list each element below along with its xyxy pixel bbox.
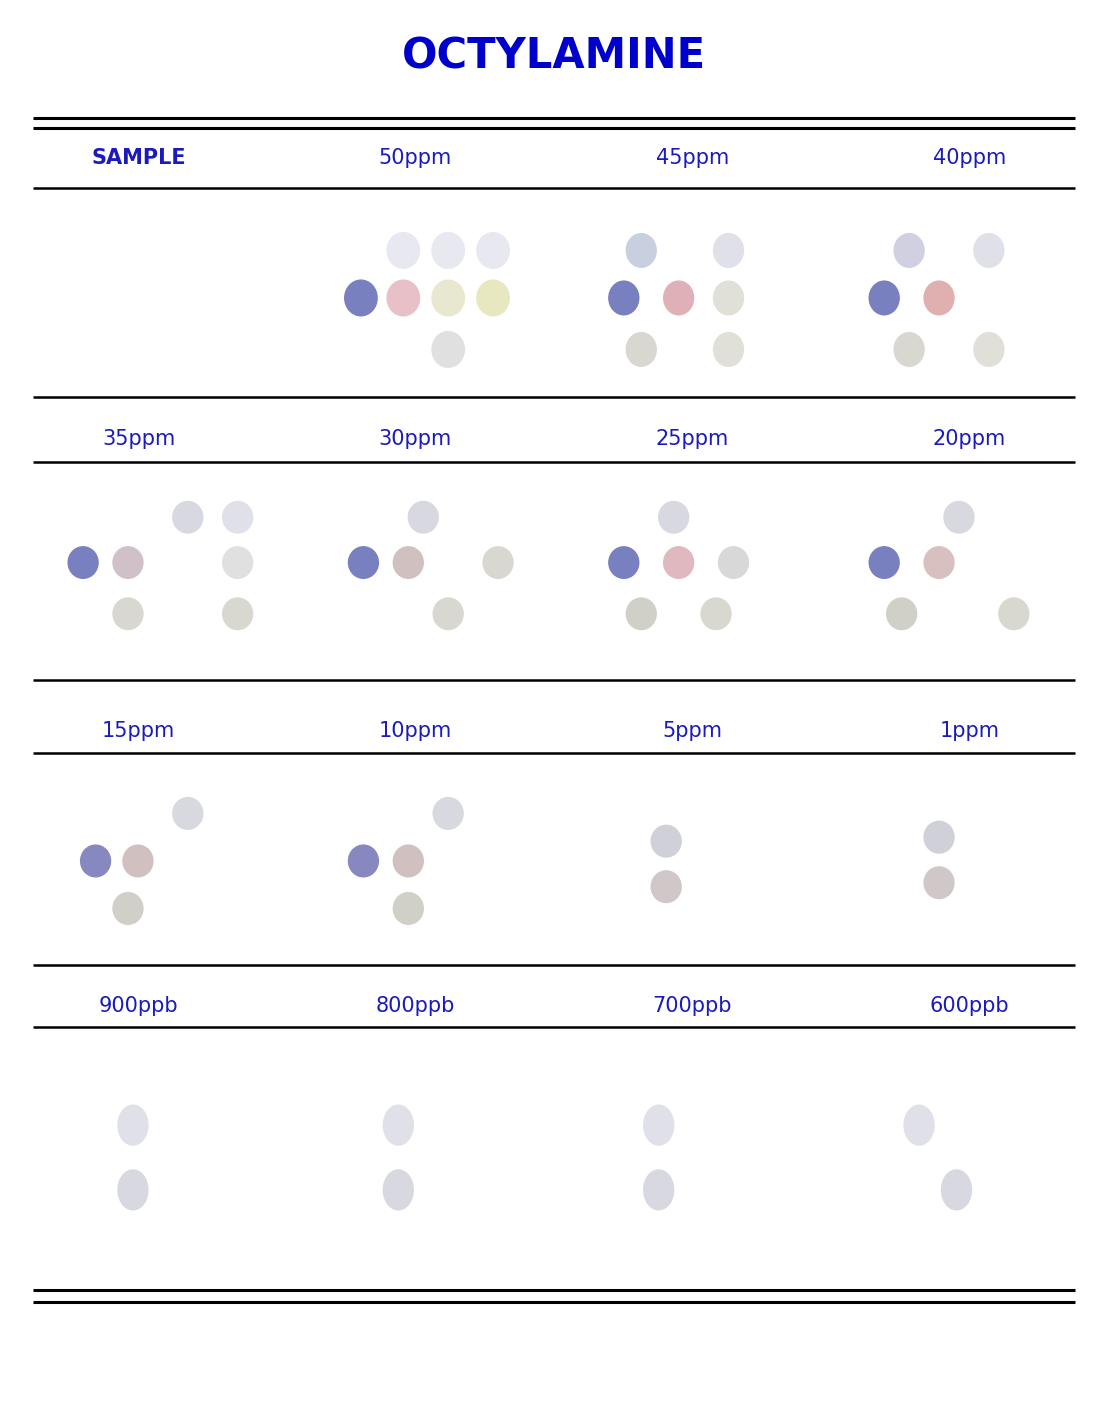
Ellipse shape bbox=[483, 547, 513, 578]
Ellipse shape bbox=[345, 280, 377, 316]
Ellipse shape bbox=[69, 547, 99, 578]
Text: 20ppm: 20ppm bbox=[933, 428, 1006, 449]
Ellipse shape bbox=[113, 893, 143, 924]
Ellipse shape bbox=[869, 282, 900, 314]
Ellipse shape bbox=[626, 234, 656, 268]
Ellipse shape bbox=[701, 597, 731, 630]
Ellipse shape bbox=[432, 331, 464, 368]
Ellipse shape bbox=[626, 333, 656, 366]
Ellipse shape bbox=[944, 502, 974, 533]
Ellipse shape bbox=[974, 234, 1004, 268]
Ellipse shape bbox=[886, 597, 916, 630]
Ellipse shape bbox=[348, 547, 379, 578]
Ellipse shape bbox=[476, 280, 510, 316]
Ellipse shape bbox=[942, 1169, 972, 1210]
Ellipse shape bbox=[387, 232, 420, 268]
Text: SAMPLE: SAMPLE bbox=[91, 148, 186, 168]
Ellipse shape bbox=[719, 547, 749, 578]
Ellipse shape bbox=[223, 502, 253, 533]
Ellipse shape bbox=[974, 333, 1004, 366]
Ellipse shape bbox=[904, 1105, 934, 1146]
Text: 700ppb: 700ppb bbox=[653, 996, 732, 1016]
Ellipse shape bbox=[609, 282, 638, 314]
Text: 40ppm: 40ppm bbox=[933, 148, 1006, 168]
Ellipse shape bbox=[664, 547, 694, 578]
Text: 50ppm: 50ppm bbox=[379, 148, 452, 168]
Ellipse shape bbox=[924, 821, 954, 852]
Ellipse shape bbox=[223, 547, 253, 578]
Text: 45ppm: 45ppm bbox=[656, 148, 729, 168]
Ellipse shape bbox=[644, 1169, 674, 1210]
Text: 30ppm: 30ppm bbox=[379, 428, 452, 449]
Ellipse shape bbox=[714, 333, 743, 366]
Ellipse shape bbox=[383, 1169, 413, 1210]
Ellipse shape bbox=[664, 282, 694, 314]
Ellipse shape bbox=[393, 845, 423, 876]
Ellipse shape bbox=[609, 547, 638, 578]
Ellipse shape bbox=[408, 502, 438, 533]
Ellipse shape bbox=[432, 232, 464, 268]
Text: 1ppm: 1ppm bbox=[940, 721, 999, 741]
Ellipse shape bbox=[714, 282, 743, 314]
Ellipse shape bbox=[123, 845, 153, 876]
Ellipse shape bbox=[924, 282, 954, 314]
Ellipse shape bbox=[644, 1105, 674, 1146]
Ellipse shape bbox=[999, 597, 1029, 630]
Ellipse shape bbox=[393, 893, 423, 924]
Ellipse shape bbox=[173, 502, 203, 533]
Ellipse shape bbox=[433, 597, 463, 630]
Ellipse shape bbox=[658, 502, 688, 533]
Text: OCTYLAMINE: OCTYLAMINE bbox=[402, 35, 706, 77]
Ellipse shape bbox=[119, 1105, 148, 1146]
Ellipse shape bbox=[432, 280, 464, 316]
Ellipse shape bbox=[383, 1105, 413, 1146]
Ellipse shape bbox=[476, 232, 510, 268]
Ellipse shape bbox=[652, 871, 681, 903]
Ellipse shape bbox=[348, 845, 379, 876]
Text: 900ppb: 900ppb bbox=[99, 996, 178, 1016]
Text: 5ppm: 5ppm bbox=[663, 721, 722, 741]
Ellipse shape bbox=[924, 547, 954, 578]
Ellipse shape bbox=[894, 234, 924, 268]
Text: 15ppm: 15ppm bbox=[102, 721, 175, 741]
Ellipse shape bbox=[113, 597, 143, 630]
Ellipse shape bbox=[113, 547, 143, 578]
Ellipse shape bbox=[652, 826, 681, 857]
Ellipse shape bbox=[223, 597, 253, 630]
Text: 800ppb: 800ppb bbox=[376, 996, 455, 1016]
Ellipse shape bbox=[81, 845, 111, 876]
Text: 10ppm: 10ppm bbox=[379, 721, 452, 741]
Text: 600ppb: 600ppb bbox=[930, 996, 1009, 1016]
Ellipse shape bbox=[869, 547, 900, 578]
Ellipse shape bbox=[173, 797, 203, 830]
Ellipse shape bbox=[894, 333, 924, 366]
Ellipse shape bbox=[433, 797, 463, 830]
Text: 25ppm: 25ppm bbox=[656, 428, 729, 449]
Ellipse shape bbox=[119, 1169, 148, 1210]
Ellipse shape bbox=[626, 597, 656, 630]
Text: 35ppm: 35ppm bbox=[102, 428, 175, 449]
Ellipse shape bbox=[924, 867, 954, 899]
Ellipse shape bbox=[387, 280, 420, 316]
Ellipse shape bbox=[714, 234, 743, 268]
Ellipse shape bbox=[393, 547, 423, 578]
